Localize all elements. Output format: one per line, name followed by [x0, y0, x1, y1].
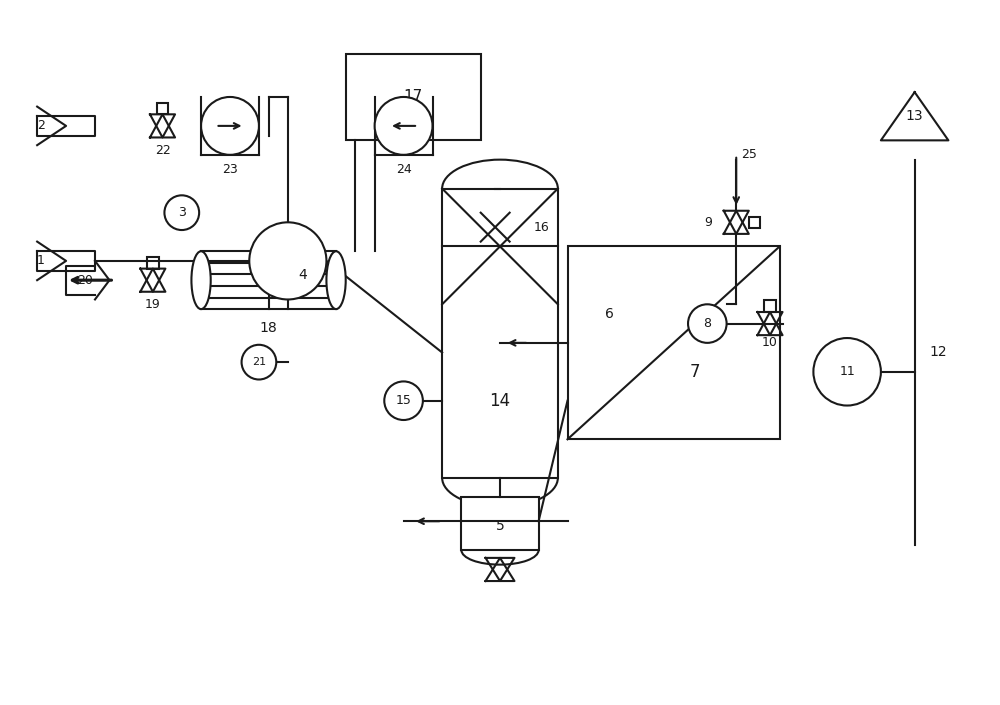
Text: 19: 19: [145, 298, 161, 311]
Text: 17: 17: [404, 90, 423, 104]
Text: 1: 1: [37, 255, 45, 267]
Bar: [461, 497, 539, 550]
Circle shape: [249, 222, 326, 300]
Bar: [442, 188, 558, 478]
Circle shape: [375, 97, 433, 155]
Text: 22: 22: [155, 144, 170, 157]
Text: 13: 13: [906, 109, 923, 123]
Text: 12: 12: [929, 345, 947, 360]
Text: 8: 8: [703, 317, 711, 330]
Text: 9: 9: [704, 216, 712, 229]
Text: 24: 24: [396, 163, 411, 176]
Text: 16: 16: [534, 221, 550, 233]
Text: 2: 2: [37, 119, 45, 133]
Bar: [828, 357, 866, 386]
Circle shape: [201, 97, 259, 155]
Bar: [147, 257, 159, 269]
Bar: [568, 247, 780, 439]
Circle shape: [242, 345, 276, 379]
Bar: [157, 103, 168, 114]
Bar: [201, 251, 336, 309]
Text: 25: 25: [741, 148, 757, 161]
Bar: [346, 54, 481, 140]
Text: 7: 7: [690, 363, 700, 381]
Bar: [764, 300, 776, 312]
Text: 23: 23: [222, 163, 238, 176]
Text: 6: 6: [605, 307, 614, 321]
Bar: [749, 216, 760, 228]
Ellipse shape: [191, 251, 211, 309]
Circle shape: [384, 381, 423, 420]
Text: 18: 18: [260, 321, 277, 336]
Circle shape: [164, 195, 199, 230]
Text: 11: 11: [839, 365, 855, 379]
Text: 5: 5: [496, 519, 504, 533]
Bar: [481, 213, 510, 242]
Bar: [510, 221, 521, 233]
Text: 10: 10: [762, 336, 778, 350]
Text: 4: 4: [298, 269, 307, 283]
Circle shape: [813, 338, 881, 405]
Text: 14: 14: [489, 392, 511, 410]
Text: 20: 20: [77, 274, 93, 287]
Text: 3: 3: [178, 206, 186, 219]
Text: 21: 21: [252, 357, 266, 367]
Circle shape: [688, 305, 727, 343]
Text: 15: 15: [396, 394, 412, 407]
Ellipse shape: [326, 251, 346, 309]
